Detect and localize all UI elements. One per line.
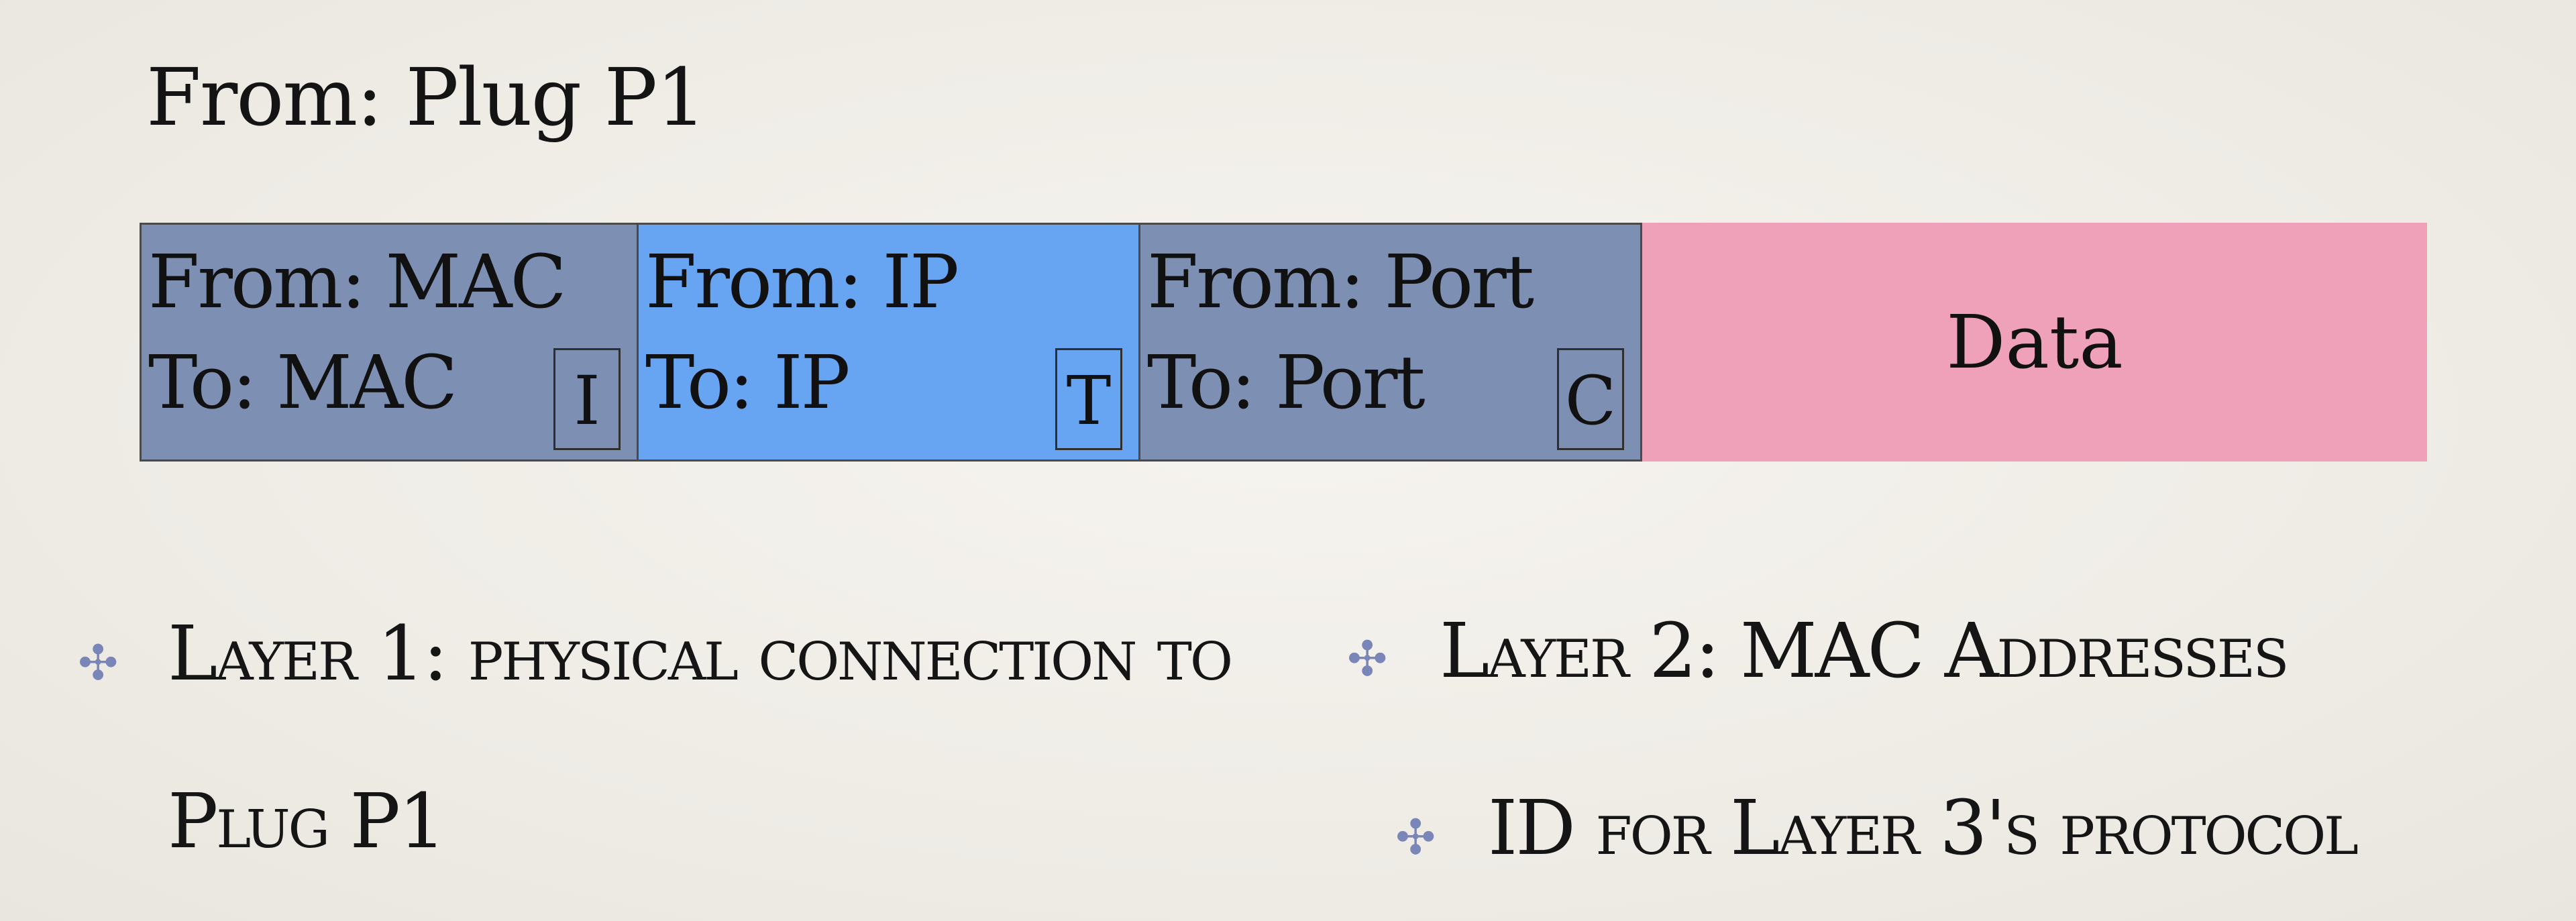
- segment-port-to: To: Port: [1147, 339, 1426, 425]
- segment-mac-to: To: MAC: [148, 339, 458, 425]
- segment-port: From: Port To: Port C: [1140, 223, 1642, 462]
- bullet-icon: ✣: [1347, 631, 1388, 687]
- segment-ip: From: IP To: IP T: [639, 223, 1140, 462]
- bullet-layer1-line2: Plug P1: [168, 778, 446, 865]
- bullet-icon: ✣: [1395, 809, 1436, 865]
- segment-mac-from: From: MAC: [148, 239, 567, 325]
- segment-data: Data: [1642, 223, 2427, 462]
- segment-mac: From: MAC To: MAC I: [140, 223, 639, 462]
- segment-port-tag: C: [1557, 348, 1624, 450]
- bullet-icon: ✣: [78, 635, 119, 691]
- bullet-layer2-sub: ID for Layer 3's protocol: [1488, 785, 2359, 872]
- bullet-layer1-line1: Layer 1: physical connection to: [168, 610, 1233, 698]
- segment-port-from: From: Port: [1147, 239, 1534, 325]
- segment-ip-to: To: IP: [645, 339, 851, 425]
- slide-title: From: Plug P1: [146, 51, 706, 144]
- segment-ip-tag: T: [1055, 348, 1122, 450]
- packet-diagram: From: MAC To: MAC I From: IP To: IP T Fr…: [140, 223, 2427, 462]
- bullet-layer2: Layer 2: MAC Addresses: [1440, 608, 2289, 695]
- segment-data-label: Data: [1946, 299, 2123, 385]
- segment-mac-tag: I: [553, 348, 621, 450]
- segment-ip-from: From: IP: [645, 239, 959, 325]
